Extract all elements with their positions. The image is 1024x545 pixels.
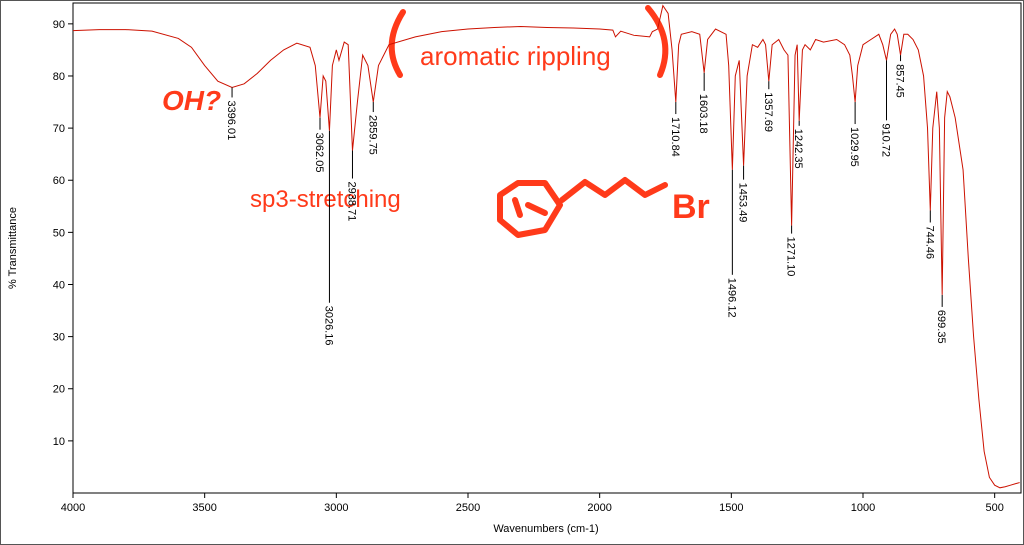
annotation: OH? [162, 85, 221, 116]
peak-label: 1496.12 [725, 278, 737, 318]
x-tick-label: 2500 [456, 502, 480, 514]
x-tick-label: 2000 [587, 502, 611, 514]
x-tick-label: 3500 [192, 502, 216, 514]
peak-label: 1603.18 [697, 94, 709, 134]
peak-label: 3026.16 [322, 306, 334, 346]
x-axis-title: Wavenumbers (cm-1) [493, 523, 598, 535]
y-tick-label: 40 [53, 279, 65, 291]
peak-label: 744.46 [923, 225, 935, 259]
y-tick-label: 30 [53, 332, 65, 344]
x-tick-label: 1000 [851, 502, 875, 514]
peak-label: 910.72 [880, 123, 892, 157]
peak-label: 1271.10 [785, 237, 797, 277]
peak-label: 2938.71 [345, 182, 357, 222]
plot-area [72, 2, 1022, 494]
x-tick-label: 4000 [61, 502, 85, 514]
y-tick-label: 70 [53, 123, 65, 135]
bracket [645, 5, 669, 78]
peak-label: 1242.35 [792, 129, 804, 169]
annotation: sp3-stretching [250, 186, 401, 213]
peak-label: 3062.05 [313, 133, 325, 173]
peak-label: 857.45 [894, 64, 906, 98]
annotation: Br [672, 188, 710, 226]
y-axis-title: % Transmittance [7, 207, 19, 289]
x-tick-label: 3000 [324, 502, 348, 514]
y-tick-label: 20 [53, 384, 65, 396]
y-tick-label: 90 [53, 19, 65, 31]
x-tick-label: 500 [985, 502, 1003, 514]
peak-label: 1453.49 [737, 183, 749, 223]
peak-label: 1029.95 [848, 127, 860, 167]
peak-label: 1710.84 [669, 117, 681, 157]
y-tick-label: 80 [53, 71, 65, 83]
peak-label: 699.35 [935, 310, 947, 344]
molecule-drawing [497, 177, 668, 238]
spectrum-line [72, 4, 1020, 489]
y-tick-label: 10 [53, 436, 65, 448]
x-tick-label: 1500 [719, 502, 743, 514]
peak-label: 1357.69 [762, 92, 774, 132]
annotation: aromatic rippling [420, 41, 611, 71]
y-tick-label: 50 [53, 227, 65, 239]
peak-label: 2859.75 [366, 115, 378, 155]
peak-label: 3396.01 [225, 100, 237, 140]
y-tick-label: 60 [53, 175, 65, 187]
